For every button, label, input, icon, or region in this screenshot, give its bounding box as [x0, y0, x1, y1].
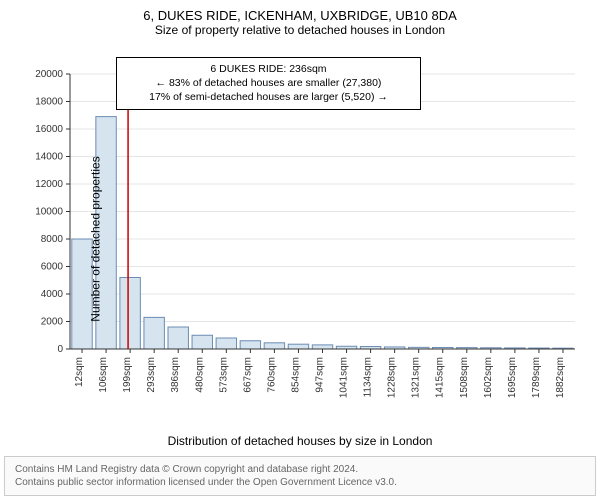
footer-line-1: Contains HM Land Registry data © Crown c…: [15, 463, 585, 476]
svg-text:760sqm: 760sqm: [266, 357, 277, 393]
svg-text:6000: 6000: [41, 262, 64, 273]
y-axis-label: Number of detached properties: [89, 156, 103, 321]
svg-text:1321sqm: 1321sqm: [411, 357, 422, 398]
footer-line-2: Contains public sector information licen…: [15, 476, 585, 489]
svg-text:854sqm: 854sqm: [290, 357, 301, 393]
svg-text:1882sqm: 1882sqm: [555, 357, 566, 398]
chart-title: 6, DUKES RIDE, ICKENHAM, UXBRIDGE, UB10 …: [0, 0, 600, 23]
svg-text:1602sqm: 1602sqm: [483, 357, 494, 398]
svg-text:386sqm: 386sqm: [170, 357, 181, 393]
svg-text:18000: 18000: [35, 97, 63, 108]
annotation-line-2: ← 83% of detached houses are smaller (27…: [127, 76, 410, 90]
x-axis-label: Distribution of detached houses by size …: [0, 432, 600, 452]
svg-text:1415sqm: 1415sqm: [435, 357, 446, 398]
annotation-line-3: 17% of semi-detached houses are larger (…: [127, 90, 410, 104]
svg-text:12sqm: 12sqm: [74, 357, 85, 387]
svg-text:1508sqm: 1508sqm: [459, 357, 470, 398]
svg-text:12000: 12000: [35, 179, 63, 190]
chart-area: Number of detached properties 0 2000 4000 6…: [15, 51, 585, 427]
svg-text:106sqm: 106sqm: [98, 357, 109, 393]
svg-text:4000: 4000: [41, 289, 64, 300]
annotation-line-1: 6 DUKES RIDE: 236sqm: [127, 62, 410, 76]
svg-text:10000: 10000: [35, 207, 63, 218]
svg-text:293sqm: 293sqm: [146, 357, 157, 393]
svg-text:1041sqm: 1041sqm: [339, 357, 350, 398]
svg-text:16000: 16000: [35, 124, 63, 135]
svg-text:1134sqm: 1134sqm: [363, 357, 374, 397]
svg-text:0: 0: [57, 344, 63, 355]
svg-text:1695sqm: 1695sqm: [507, 357, 518, 398]
svg-text:8000: 8000: [41, 234, 64, 245]
footer-attribution: Contains HM Land Registry data © Crown c…: [4, 456, 596, 496]
chart-container: 6, DUKES RIDE, ICKENHAM, UXBRIDGE, UB10 …: [0, 0, 600, 500]
svg-text:2000: 2000: [41, 317, 64, 328]
svg-text:14000: 14000: [35, 152, 63, 163]
svg-text:573sqm: 573sqm: [218, 357, 229, 393]
svg-text:1228sqm: 1228sqm: [387, 357, 398, 398]
chart-subtitle: Size of property relative to detached ho…: [0, 23, 600, 41]
svg-text:1789sqm: 1789sqm: [531, 357, 542, 398]
svg-text:667sqm: 667sqm: [242, 357, 253, 393]
svg-text:20000: 20000: [35, 69, 63, 80]
svg-text:199sqm: 199sqm: [122, 357, 133, 393]
svg-text:480sqm: 480sqm: [194, 357, 205, 393]
annotation-box: 6 DUKES RIDE: 236sqm← 83% of detached ho…: [116, 57, 421, 110]
svg-text:947sqm: 947sqm: [315, 357, 326, 393]
